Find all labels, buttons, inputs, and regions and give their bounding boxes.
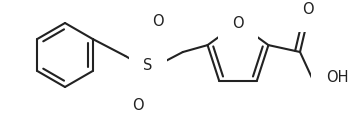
Text: O: O (232, 15, 244, 31)
Text: O: O (152, 15, 164, 29)
Text: S: S (143, 57, 153, 73)
Text: OH: OH (326, 71, 349, 86)
Text: O: O (132, 97, 144, 113)
Text: O: O (302, 2, 314, 18)
